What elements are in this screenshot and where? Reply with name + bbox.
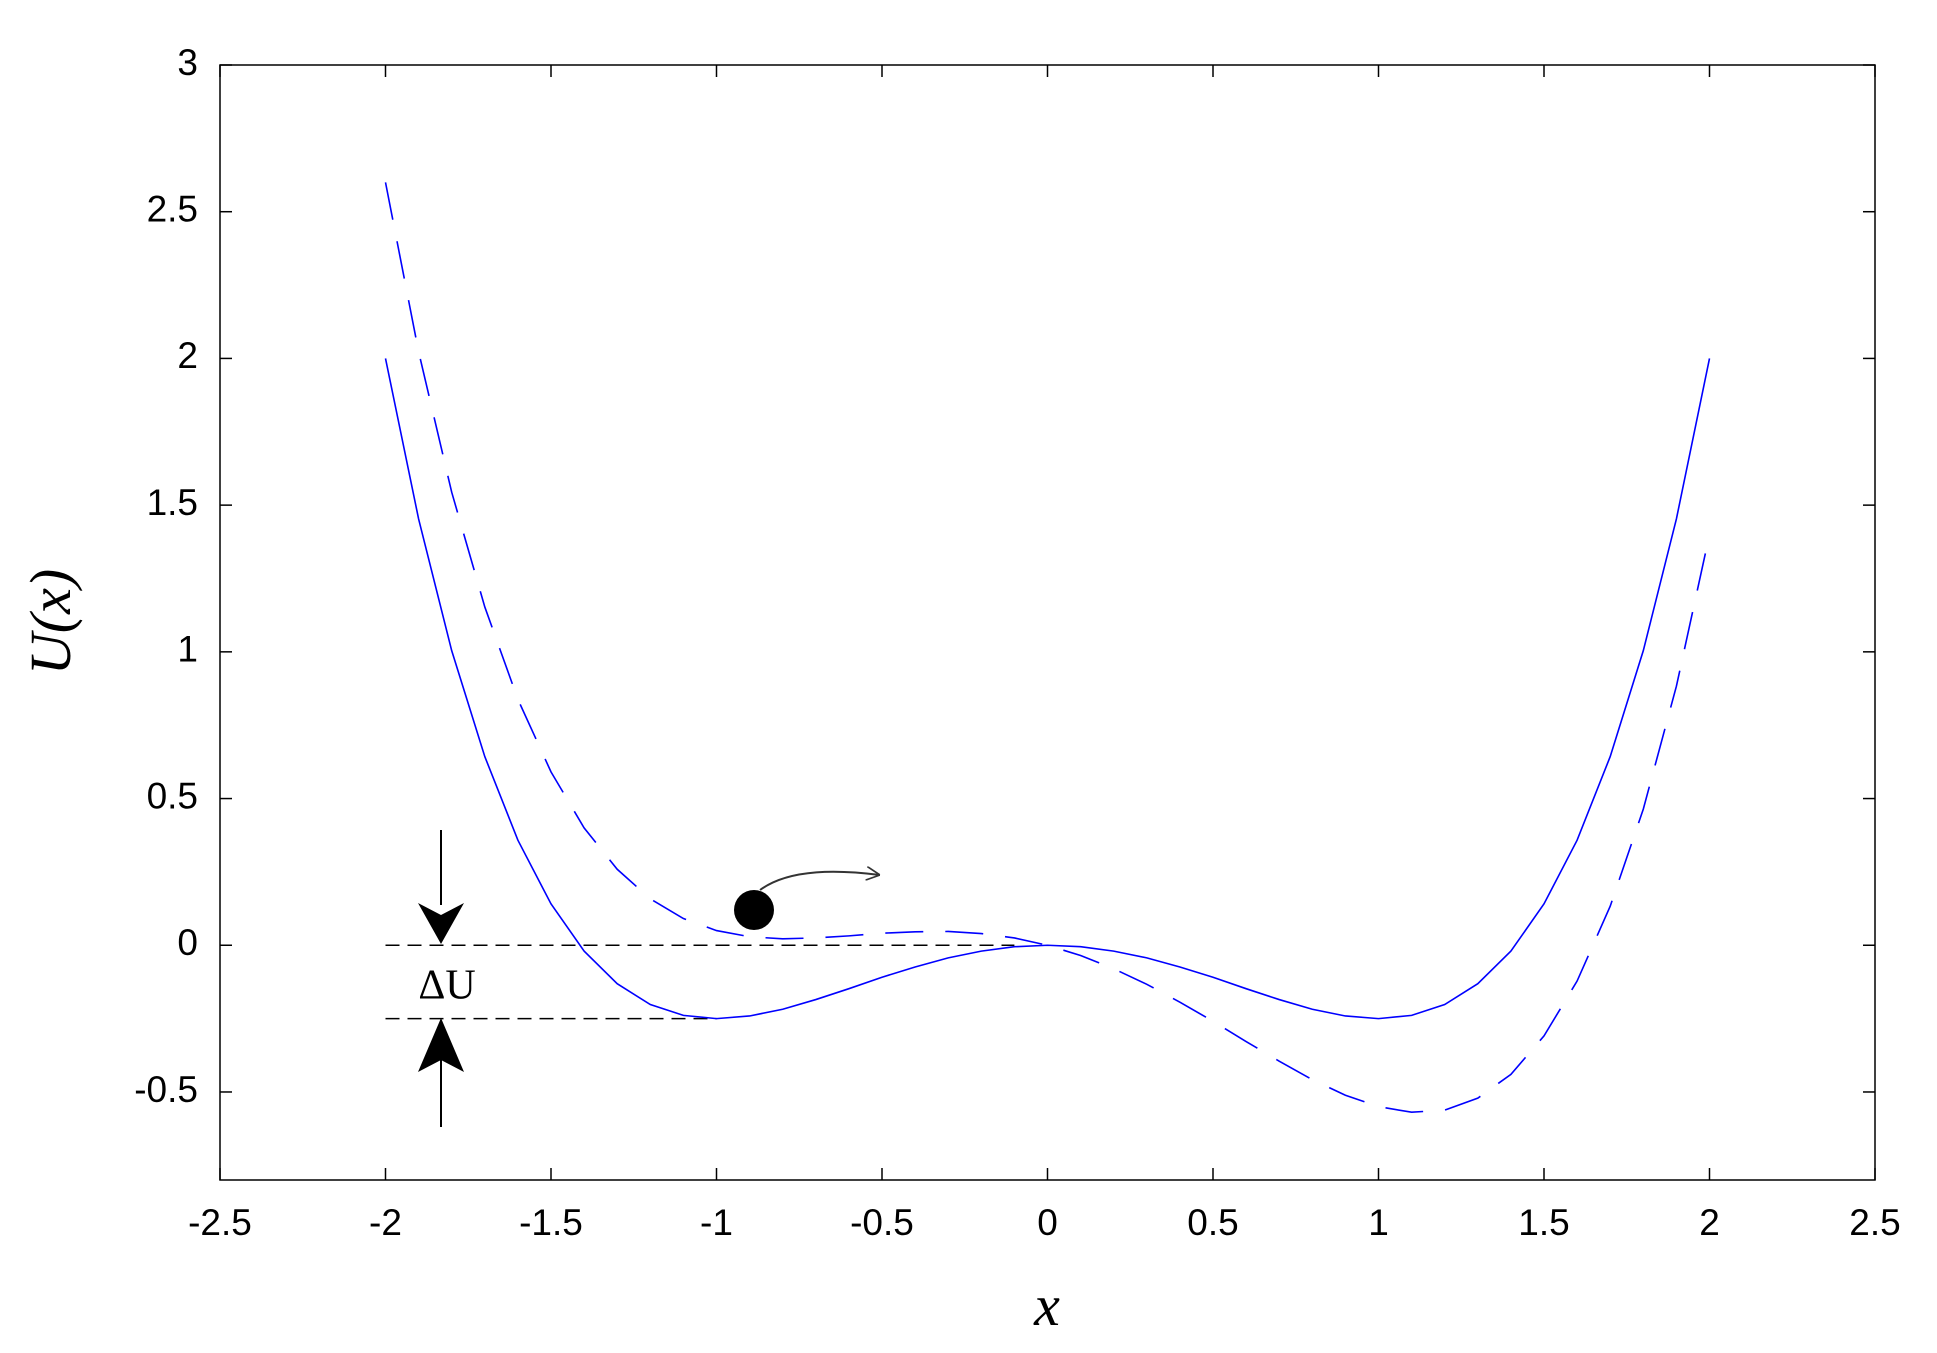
ball bbox=[734, 890, 774, 930]
y-tick-label: 0 bbox=[177, 922, 198, 963]
x-tick-label: -2.5 bbox=[188, 1202, 252, 1243]
x-tick-label: -2 bbox=[369, 1202, 402, 1243]
y-tick-label: -0.5 bbox=[134, 1069, 198, 1110]
x-tick-label: -0.5 bbox=[850, 1202, 914, 1243]
plot-area: -2.5 -2 -1.5 -1 -0.5 0 0.5 1 1.5 2 2.5 -0.5 0 0.5 1 1.5… bbox=[134, 42, 1900, 1243]
x-tick-label: -1 bbox=[700, 1202, 733, 1243]
plot-frame bbox=[219, 64, 1876, 1181]
x-tick-label: 0 bbox=[1037, 1202, 1058, 1243]
y-tick-label: 1.5 bbox=[147, 482, 198, 523]
x-tick-label: -1.5 bbox=[519, 1202, 583, 1243]
x-tick-label: 0.5 bbox=[1187, 1202, 1238, 1243]
arrow-head bbox=[418, 1018, 464, 1072]
annotation: ΔU bbox=[418, 963, 475, 1009]
y-tick-label: 2.5 bbox=[147, 188, 198, 229]
x-tick-label: 1.5 bbox=[1518, 1202, 1569, 1243]
y-tick-label: 2 bbox=[177, 335, 198, 376]
x-tick-label: 2 bbox=[1699, 1202, 1720, 1243]
y-tick-label: 0.5 bbox=[147, 775, 198, 816]
y-tick-label: 3 bbox=[177, 42, 198, 83]
x-tick-label: 2.5 bbox=[1849, 1202, 1900, 1243]
motion-arrow bbox=[759, 872, 880, 891]
x-tick-label: 1 bbox=[1368, 1202, 1389, 1243]
line-series bbox=[384, 182, 1711, 1114]
y-tick-label: 1 bbox=[177, 629, 198, 670]
arrow-head bbox=[418, 903, 464, 944]
y-axis-label: U(x) bbox=[18, 569, 83, 675]
x-axis-label: x bbox=[1033, 1273, 1060, 1338]
line-series bbox=[384, 358, 1711, 1020]
